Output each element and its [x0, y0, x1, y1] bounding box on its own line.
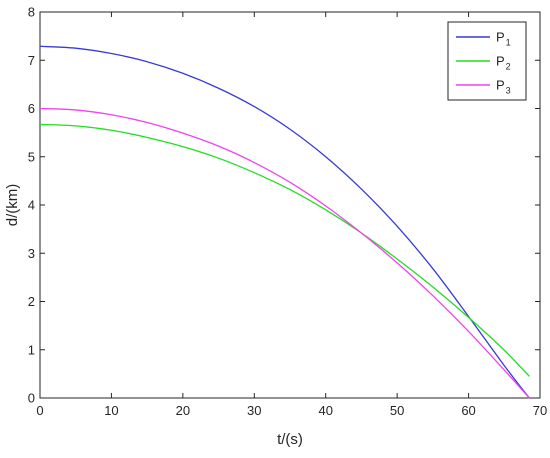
- y-tick-label: 2: [28, 294, 35, 309]
- axis-ticks: 0 10 20 30 40 50 60 70 0 1 2 3 4 5 6 7 8: [28, 5, 547, 419]
- y-tick-label: 5: [28, 149, 35, 164]
- x-tick-label: 40: [318, 403, 332, 418]
- legend-label-text: P: [496, 78, 505, 93]
- series-lines: [39, 45, 530, 399]
- legend-label-3: P3: [496, 78, 511, 96]
- x-tick-label: 60: [461, 403, 475, 418]
- x-tick-label: 30: [247, 403, 261, 418]
- x-tick-label: 70: [533, 403, 547, 418]
- y-tick-label: 6: [28, 101, 35, 116]
- y-tick-label: 4: [28, 198, 35, 213]
- x-tick-label: 0: [36, 403, 43, 418]
- legend-label-text: P: [496, 30, 505, 45]
- legend-label-subscript: 3: [506, 86, 511, 96]
- series-line-1: [39, 45, 530, 399]
- legend-label-subscript: 2: [506, 62, 511, 72]
- legend-label-2: P2: [496, 54, 511, 72]
- x-tick-label: 20: [176, 403, 190, 418]
- x-tick-label: 50: [390, 403, 404, 418]
- y-tick-label: 3: [28, 246, 35, 261]
- legend-label-text: P: [496, 54, 505, 69]
- legend-label-subscript: 1: [506, 38, 511, 48]
- y-tick-label: 7: [28, 53, 35, 68]
- y-tick-label: 8: [28, 5, 35, 20]
- y-axis-label: d/(km): [4, 184, 21, 227]
- y-tick-label: 1: [28, 342, 35, 357]
- x-tick-label: 10: [104, 403, 118, 418]
- series-line-3: [39, 107, 530, 399]
- y-tick-label: 0: [28, 391, 35, 406]
- legend-label-1: P1: [496, 30, 511, 48]
- x-axis-label: t/(s): [277, 431, 303, 448]
- series-line-2: [39, 123, 530, 377]
